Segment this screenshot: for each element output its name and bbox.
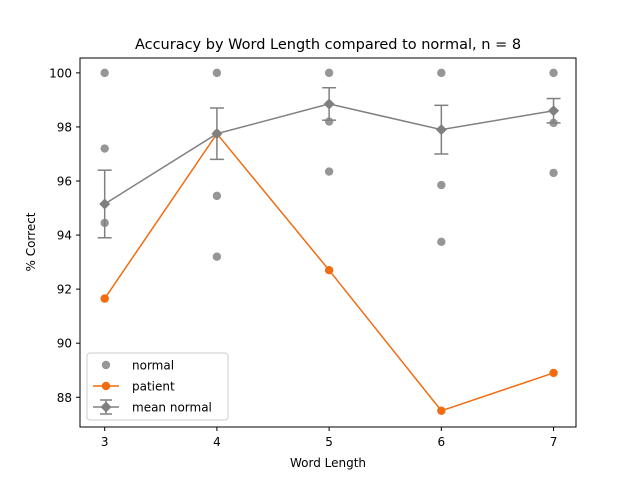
normal-point [437, 237, 446, 247]
y-axis: 88 90 92 94 96 98 100 [49, 66, 80, 405]
normal-point [549, 68, 558, 78]
normal-point [324, 68, 334, 78]
x-axis: 3 4 5 6 7 [101, 427, 558, 449]
mean-normal-point [99, 198, 111, 210]
legend-marker-patient [101, 381, 111, 391]
y-tick-label: 96 [57, 175, 72, 189]
legend-mean-diamond [100, 401, 112, 413]
legend-box [86, 352, 229, 421]
y-tick-label: 88 [57, 391, 72, 405]
patient-point [324, 266, 334, 275]
normal-point [212, 252, 222, 261]
legend-label-normal: normal [132, 359, 174, 373]
legend-label-mean-normal: mean normal [132, 401, 212, 415]
x-tick-label: 6 [438, 435, 446, 449]
x-tick-label: 7 [550, 435, 558, 449]
mean-normal-point [323, 98, 335, 110]
y-tick-label: 90 [57, 337, 72, 351]
mean-normal-point [548, 105, 560, 117]
legend-marker-mean-normal [93, 399, 119, 415]
plot-area [97, 68, 561, 415]
normal-point [212, 191, 222, 201]
plot-frame [79, 57, 577, 428]
y-tick-label: 98 [57, 120, 72, 134]
normal-point [324, 167, 334, 176]
normal-point [212, 68, 222, 78]
x-tick-label: 4 [213, 435, 221, 449]
chart-title: Accuracy by Word Length compared to norm… [135, 37, 521, 53]
normal-point [100, 68, 109, 78]
normal-point [437, 68, 446, 78]
normal-point [100, 144, 109, 153]
patient-point [100, 294, 109, 303]
x-tick-label: 5 [325, 435, 333, 449]
y-axis-label: % Correct [24, 212, 38, 271]
patient-point [549, 368, 558, 378]
mean-normal-point [211, 128, 223, 140]
y-tick-label: 92 [57, 283, 72, 297]
legend: normal patient mean normal [86, 352, 229, 421]
x-axis-label: Word Length [290, 456, 366, 470]
normal-point [437, 180, 446, 190]
y-tick-label: 100 [49, 66, 72, 80]
legend-label-patient: patient [132, 380, 175, 394]
legend-marker-normal [101, 360, 111, 370]
y-tick-label: 94 [57, 229, 72, 243]
patient-point [437, 406, 446, 415]
mean-normal-point [435, 124, 447, 136]
normal-point [549, 168, 558, 178]
x-tick-label: 3 [101, 435, 109, 449]
